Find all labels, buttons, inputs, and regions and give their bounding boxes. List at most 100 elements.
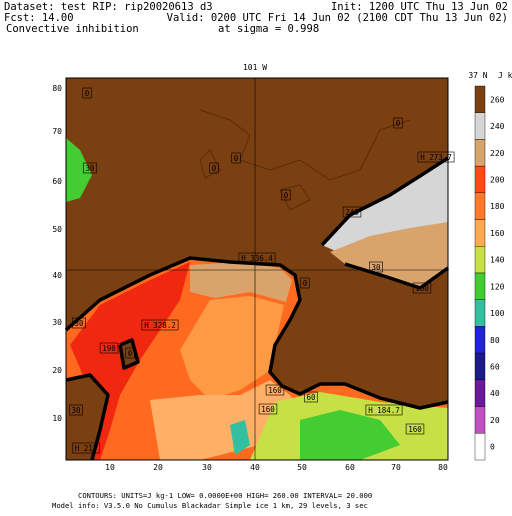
contour-label: 160 (415, 284, 429, 293)
valid: Valid: 0200 UTC Fri 14 Jun 02 (2100 CDT … (167, 12, 508, 24)
contour-label-box (141, 319, 179, 331)
contour-label: H 336.4 (241, 254, 273, 263)
colorbar-label: 100 (490, 309, 505, 318)
contour-label-box (69, 404, 83, 416)
contour-label-box (99, 342, 119, 354)
contour-label: 30 (74, 319, 84, 328)
level: at sigma = 0.998 (218, 23, 319, 35)
y-axis-label: 70 (52, 127, 62, 136)
x-axis-label: 50 (297, 463, 307, 472)
contour-label-box (300, 277, 310, 289)
colorbar-label: 40 (490, 389, 500, 398)
contour-label: 0 (284, 191, 289, 200)
contour-label: 160 (261, 405, 275, 414)
contour-label-box (369, 261, 383, 273)
corner-label: 37 N (468, 71, 487, 80)
x-axis-label: 30 (202, 463, 212, 472)
colorbar-swatch (474, 352, 486, 381)
colorbar-swatch (474, 379, 486, 407)
contour-label-box (72, 317, 86, 329)
contour-label: 0 (234, 154, 239, 163)
contour-label-box (412, 282, 432, 294)
contour-label: 0 (212, 164, 217, 173)
colorbar-label: 80 (490, 336, 500, 345)
contour-label-box (72, 442, 100, 454)
y-axis-label: 80 (52, 84, 62, 93)
contour-label-box (365, 404, 403, 416)
x-axis-label: 40 (250, 463, 260, 472)
colorbar-swatch (474, 406, 486, 434)
contour-label: 60 (306, 393, 316, 402)
colorbar-label: 180 (490, 202, 505, 211)
contour-label: H 217 (75, 444, 98, 453)
contour-label: 240 (345, 208, 359, 217)
contour-label-box (265, 384, 285, 396)
x-axis-label: 70 (391, 463, 401, 472)
x-axis-label: 20 (153, 463, 163, 472)
contour-label-box (281, 189, 291, 201)
dataset: Dataset: test RIP: rip20020613 d3 (4, 1, 213, 13)
contour-label-box (238, 252, 276, 264)
contour-label-box (125, 347, 135, 359)
colorbar-label: 120 (490, 282, 505, 291)
contour-label-box (231, 152, 241, 164)
contour-label: 190 (102, 344, 116, 353)
contour-label: 0 (128, 349, 133, 358)
contour-label-box (83, 162, 97, 174)
contour-label-box (82, 87, 92, 99)
fcst: Fcst: 14.00 (4, 12, 74, 24)
colorbar-label: 20 (490, 416, 500, 425)
y-axis-label: 20 (52, 366, 62, 375)
x-axis-label: 60 (345, 463, 355, 472)
footer-contours: CONTOURS: UNITS=J kg-1 LOW= 0.0000E+00 H… (78, 491, 372, 500)
colorbar-units: J kg-1 (498, 71, 512, 80)
contour-label: 160 (268, 386, 282, 395)
colorbar-label: 200 (490, 176, 505, 185)
map-area (64, 77, 450, 461)
contour-label: H 328.2 (144, 321, 176, 330)
contour-label: 160 (408, 425, 422, 434)
colorbar-swatch (474, 219, 486, 247)
colorbar-label: 220 (490, 149, 505, 158)
y-axis-label: 30 (52, 318, 62, 327)
colorbar-label: 140 (490, 256, 505, 265)
colorbar-label: 60 (490, 363, 500, 372)
contour-label-box (304, 391, 318, 403)
contour-label: 30 (371, 263, 381, 272)
contour-label: 30 (85, 164, 95, 173)
y-axis-label: 60 (52, 177, 62, 186)
contour-label: 0 (396, 119, 401, 128)
colorbar-swatch (474, 246, 486, 274)
colorbar-swatch (474, 192, 486, 220)
colorbar-swatch (474, 299, 486, 327)
contour-label: 30 (71, 406, 81, 415)
field: Convective inhibition (6, 23, 139, 35)
init: Init: 1200 UTC Thu 13 Jun 02 (331, 1, 508, 13)
x-axis-label: 80 (438, 463, 448, 472)
contour-label-box (417, 151, 455, 163)
contour-label-box (209, 162, 219, 174)
contour-label-box (405, 423, 425, 435)
colorbar-swatch (474, 139, 486, 167)
x-axis-label: 10 (105, 463, 115, 472)
colorbar-label: 260 (490, 95, 505, 104)
colorbar-label: 240 (490, 122, 505, 131)
colorbar-label: 0 (490, 443, 495, 452)
y-axis-label: 40 (52, 271, 62, 280)
contour-label: 0 (303, 279, 308, 288)
y-axis-label: 10 (52, 414, 62, 423)
colorbar-swatch (474, 272, 486, 300)
top-label: 101 W (243, 63, 267, 72)
colorbar-swatch (474, 165, 486, 194)
contour-label-box (393, 117, 403, 129)
contour-label: H 184.7 (368, 406, 400, 415)
colorbar-label: 160 (490, 229, 505, 238)
contour-label: H 273.7 (420, 153, 452, 162)
contour-label-box (258, 403, 278, 415)
y-axis-label: 50 (52, 225, 62, 234)
contour-label-box (342, 206, 362, 218)
contour-label: 0 (85, 89, 90, 98)
colorbar-swatch (474, 85, 486, 113)
